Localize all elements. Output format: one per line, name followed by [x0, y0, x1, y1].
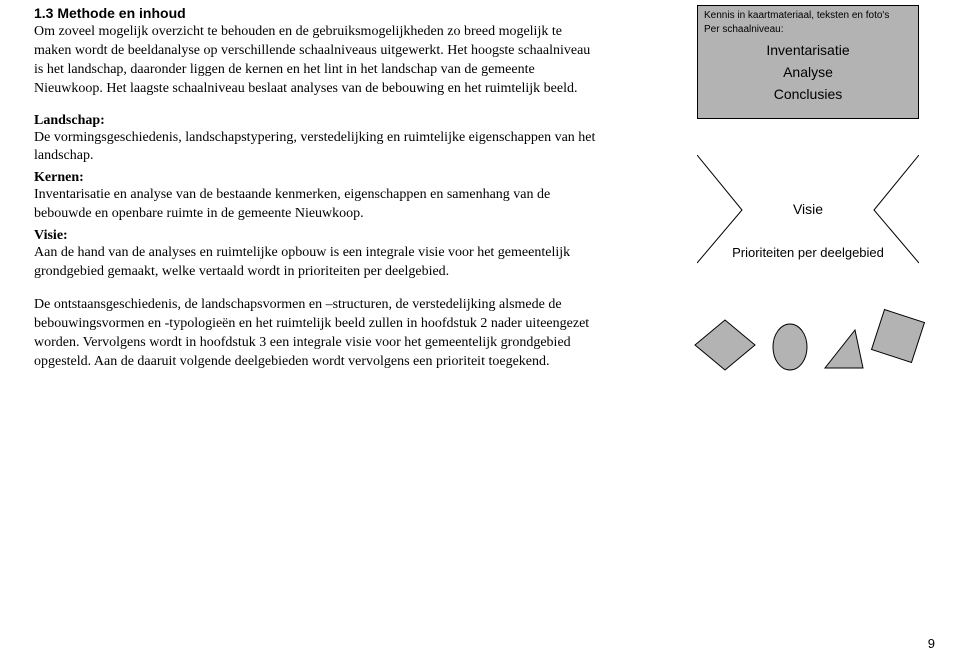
square-icon	[872, 310, 925, 363]
triangle-icon	[825, 330, 863, 368]
page-number: 9	[928, 636, 935, 651]
box-item: Conclusies	[704, 86, 912, 102]
def-label: Visie:	[34, 228, 68, 243]
box-item: Inventarisatie	[704, 42, 912, 58]
shapes-row	[685, 295, 930, 380]
ellipse-icon	[773, 324, 807, 370]
def-text: De vormingsgeschiedenis, landschapstyper…	[34, 129, 599, 167]
def-text: Aan de hand van de analyses en ruimtelij…	[34, 244, 599, 282]
diamond-icon	[695, 320, 755, 370]
visie-label: Visie	[697, 201, 919, 217]
page: 1.3 Methode en inhoud Om zoveel mogelijk…	[0, 0, 959, 661]
def-kernen: Kernen: Inventarisatie en analyse van de…	[34, 168, 599, 224]
visie-group: Visie Prioriteiten per deelgebied	[697, 165, 919, 260]
def-label: Kernen:	[34, 170, 84, 185]
info-box: Kennis in kaartmateriaal, teksten en fot…	[697, 5, 919, 119]
box-small-line2: Per schaalniveau:	[704, 24, 912, 36]
def-text: Inventarisatie en analyse van de bestaan…	[34, 186, 599, 224]
def-visie: Visie: Aan de hand van de analyses en ru…	[34, 226, 599, 282]
prior-label: Prioriteiten per deelgebied	[697, 245, 919, 260]
def-landschap: Landschap: De vormingsgeschiedenis, land…	[34, 111, 599, 167]
section-heading: 1.3 Methode en inhoud	[34, 5, 599, 21]
box-small-line1: Kennis in kaartmateriaal, teksten en fot…	[704, 10, 912, 22]
paragraph-outro: De ontstaansgeschiedenis, de landschapsv…	[34, 296, 599, 372]
def-label: Landschap:	[34, 113, 105, 128]
paragraph-intro: Om zoveel mogelijk overzicht te behouden…	[34, 23, 599, 99]
left-column: 1.3 Methode en inhoud Om zoveel mogelijk…	[34, 5, 599, 383]
box-item: Analyse	[704, 64, 912, 80]
